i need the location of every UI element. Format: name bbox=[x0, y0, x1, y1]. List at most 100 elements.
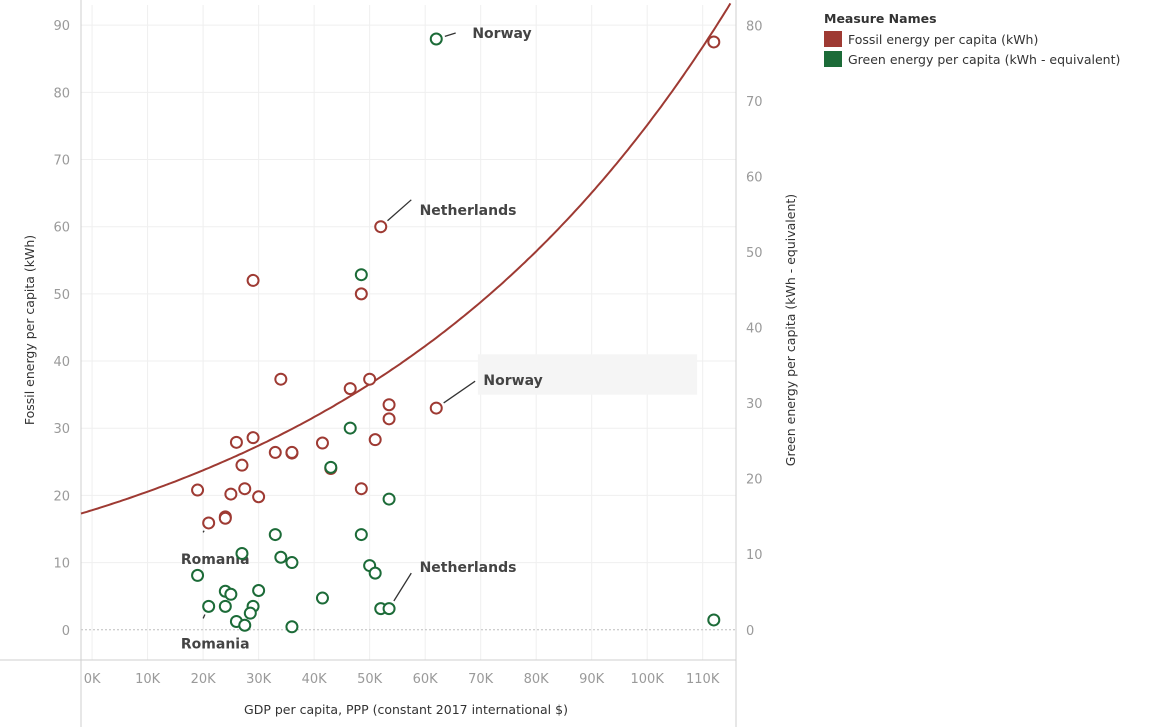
fossil-point bbox=[268, 445, 282, 459]
y-left-tick-label: 60 bbox=[53, 221, 70, 236]
green-point bbox=[382, 492, 396, 506]
annotation-leader bbox=[202, 530, 205, 533]
x-tick-label: 90K bbox=[579, 672, 605, 687]
annotation-leader bbox=[202, 614, 206, 619]
fossil-point bbox=[354, 482, 368, 496]
annotation-leader bbox=[443, 380, 476, 404]
green-point bbox=[429, 32, 443, 46]
fossil-point bbox=[252, 490, 266, 504]
fossil-point bbox=[202, 516, 216, 530]
data-points bbox=[191, 32, 721, 634]
y-left-tick-label: 90 bbox=[53, 19, 70, 34]
y-right-tick-label: 60 bbox=[746, 170, 763, 185]
y-left-tick-label: 40 bbox=[53, 355, 70, 370]
legend: Measure Names Fossil energy per capita (… bbox=[824, 11, 1120, 69]
y-left-axis-title: Fossil energy per capita (kWh) bbox=[22, 235, 37, 425]
y-right-tick-label: 80 bbox=[746, 19, 763, 34]
plot-frame bbox=[0, 0, 737, 727]
y-right-tick-label: 0 bbox=[746, 624, 754, 639]
x-axis-ticks: 0K 10K 20K 30K 40K 50K 60K 70K 80K 90K 100K 110K bbox=[84, 672, 720, 687]
annotation-leader bbox=[444, 32, 456, 37]
fossil-point bbox=[191, 483, 205, 497]
annotation-label: Netherlands bbox=[420, 203, 517, 219]
y-right-tick-label: 70 bbox=[746, 95, 763, 110]
green-point bbox=[191, 568, 205, 582]
x-tick-label: 100K bbox=[631, 672, 665, 687]
legend-label-green: Green energy per capita (kWh - equivalen… bbox=[848, 51, 1121, 67]
trend-line bbox=[80, 2, 732, 515]
y-left-axis-ticks: 0 10 20 30 40 50 60 70 80 90 bbox=[53, 19, 70, 639]
fossil-point bbox=[274, 372, 288, 386]
green-point bbox=[324, 460, 338, 474]
y-left-tick-label: 20 bbox=[53, 489, 70, 504]
y-right-axis-title: Green energy per capita (kWh - equivalen… bbox=[783, 194, 798, 466]
fossil-point bbox=[368, 433, 382, 447]
green-point bbox=[235, 546, 249, 560]
y-right-tick-label: 20 bbox=[746, 473, 763, 488]
green-point bbox=[315, 591, 329, 605]
green-point bbox=[354, 268, 368, 282]
green-point bbox=[243, 606, 257, 620]
fossil-point bbox=[374, 220, 388, 234]
y-right-tick-label: 10 bbox=[746, 548, 763, 563]
x-tick-label: 80K bbox=[524, 672, 550, 687]
green-point bbox=[354, 528, 368, 542]
annotation-label: Netherlands bbox=[420, 560, 517, 576]
legend-item-green[interactable]: Green energy per capita (kWh - equivalen… bbox=[824, 49, 1120, 69]
y-right-tick-label: 40 bbox=[746, 322, 763, 337]
fossil-point bbox=[246, 431, 260, 445]
x-tick-label: 20K bbox=[191, 672, 217, 687]
fossil-point bbox=[354, 287, 368, 301]
fossil-point bbox=[285, 445, 299, 459]
green-point bbox=[382, 602, 396, 616]
x-tick-label: 110K bbox=[686, 672, 720, 687]
fossil-point bbox=[315, 436, 329, 450]
annotation-label: Romania bbox=[181, 636, 250, 652]
annotations: Norway Netherlands Norway Netherlands Romani… bbox=[181, 26, 698, 652]
x-tick-label: 30K bbox=[246, 672, 272, 687]
fossil-point bbox=[707, 35, 721, 49]
fossil-point bbox=[429, 401, 443, 415]
green-point bbox=[238, 618, 252, 632]
fossil-point bbox=[224, 487, 238, 501]
fossil-point bbox=[229, 435, 243, 449]
green-point bbox=[707, 613, 721, 627]
green-point bbox=[285, 620, 299, 634]
x-tick-label: 70K bbox=[468, 672, 494, 687]
green-point bbox=[218, 599, 232, 613]
fossil-point bbox=[235, 458, 249, 472]
x-tick-label: 60K bbox=[413, 672, 439, 687]
legend-label-fossil: Fossil energy per capita (kWh) bbox=[848, 31, 1039, 47]
y-left-tick-label: 0 bbox=[62, 624, 70, 639]
legend-swatch-fossil bbox=[824, 31, 842, 47]
green-point bbox=[368, 566, 382, 580]
green-point bbox=[202, 599, 216, 613]
green-point bbox=[285, 556, 299, 570]
fossil-point bbox=[363, 372, 377, 386]
x-tick-label: 0K bbox=[84, 672, 101, 687]
green-point bbox=[252, 583, 266, 597]
y-left-tick-label: 80 bbox=[53, 86, 70, 101]
fossil-point bbox=[246, 273, 260, 287]
annotation-leader bbox=[393, 572, 412, 602]
y-left-tick-label: 50 bbox=[53, 288, 70, 303]
x-tick-label: 50K bbox=[357, 672, 383, 687]
annotation-label: Norway bbox=[483, 373, 542, 389]
y-left-tick-label: 30 bbox=[53, 422, 70, 437]
gridlines bbox=[81, 5, 736, 660]
legend-title: Measure Names bbox=[824, 11, 937, 26]
annotation-box bbox=[477, 354, 698, 395]
fossil-point bbox=[218, 511, 232, 525]
y-right-tick-label: 30 bbox=[746, 397, 763, 412]
legend-swatch-green bbox=[824, 51, 842, 67]
fossil-point bbox=[238, 482, 252, 496]
fossil-point bbox=[382, 398, 396, 412]
fossil-point bbox=[382, 412, 396, 426]
trend-curve bbox=[80, 2, 732, 515]
green-point bbox=[268, 528, 282, 542]
legend-item-fossil[interactable]: Fossil energy per capita (kWh) bbox=[824, 29, 1120, 49]
annotation-leader bbox=[387, 199, 412, 222]
x-tick-label: 10K bbox=[135, 672, 161, 687]
x-axis-title: GDP per capita, PPP (constant 2017 inter… bbox=[244, 702, 568, 717]
green-point bbox=[224, 587, 238, 601]
